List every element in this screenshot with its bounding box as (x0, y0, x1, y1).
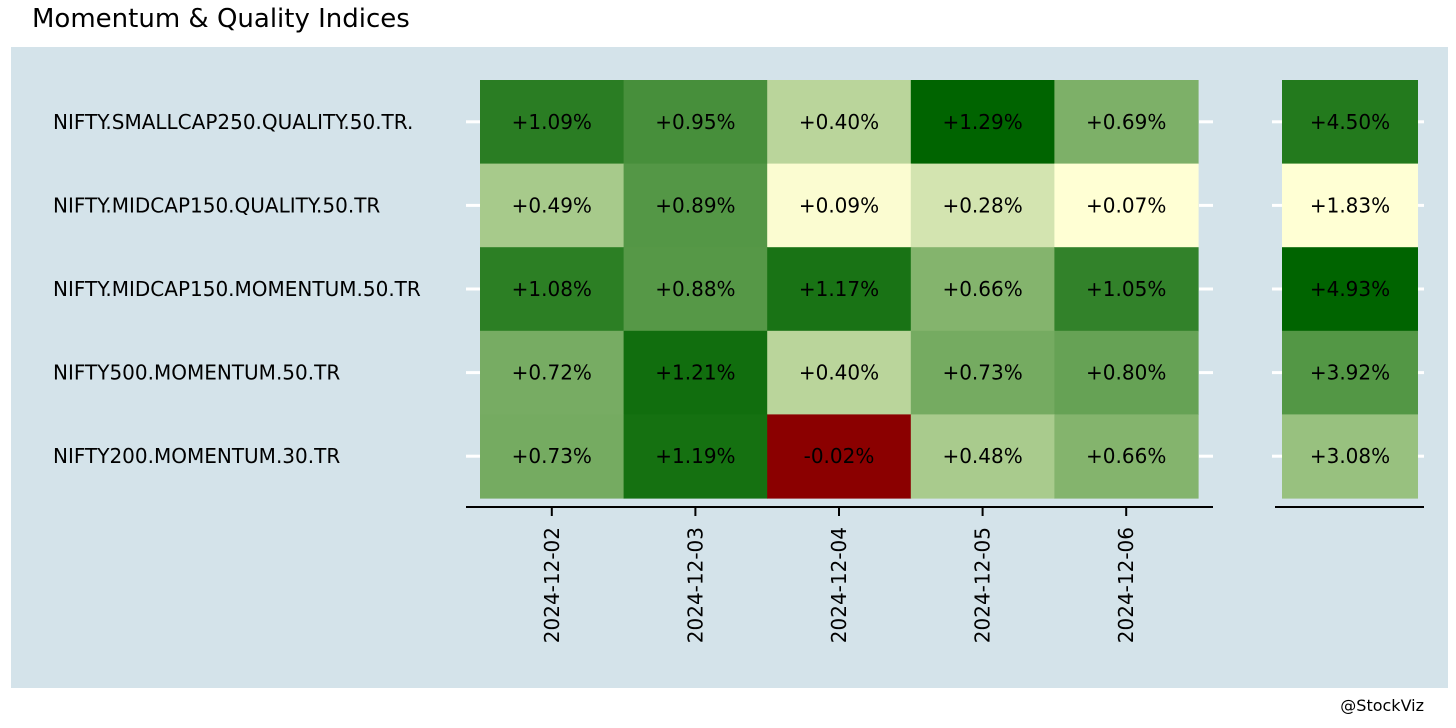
cell-label: +0.66% (1086, 444, 1166, 468)
heatmap-cell (1054, 414, 1199, 499)
x-tick-label: 2024-12-02 (540, 527, 564, 643)
cell-label: +1.05% (1086, 277, 1166, 301)
total-label: +1.83% (1310, 193, 1390, 217)
total-label: +4.93% (1310, 277, 1390, 301)
total-label: +3.92% (1310, 361, 1390, 385)
cell-label: +1.09% (512, 110, 592, 134)
cell-label: +1.08% (512, 277, 592, 301)
heatmap-cell (1054, 247, 1199, 332)
cell-label: +0.95% (655, 110, 735, 134)
credit-label: @StockViz (1340, 696, 1424, 715)
heatmap-cell (480, 330, 625, 415)
cell-label: +0.89% (655, 193, 735, 217)
heatmap-cell (623, 330, 768, 415)
cell-label: +0.73% (942, 361, 1022, 385)
total-cell (1282, 80, 1418, 165)
heatmap-cell (623, 247, 768, 332)
cell-label: +1.19% (655, 444, 735, 468)
heatmap-cell (767, 163, 912, 248)
cell-label: +1.29% (942, 110, 1022, 134)
x-tick-label: 2024-12-04 (827, 527, 851, 643)
cell-label: +1.21% (655, 361, 735, 385)
cell-label: +0.80% (1086, 361, 1166, 385)
heatmap-cell (1054, 80, 1199, 165)
cell-label: +0.09% (799, 193, 879, 217)
heatmap-cell (910, 80, 1055, 165)
cell-label: +0.88% (655, 277, 735, 301)
heatmap-cell (623, 414, 768, 499)
x-tick-label: 2024-12-05 (971, 527, 995, 643)
heatmap-cell (480, 414, 625, 499)
heatmap-cell (767, 330, 912, 415)
cell-label: -0.02% (804, 444, 875, 468)
heatmap-cell (480, 163, 625, 248)
cell-label: +0.28% (942, 193, 1022, 217)
chart-title: Momentum & Quality Indices (32, 4, 410, 34)
heatmap-cell (910, 247, 1055, 332)
total-label: +3.08% (1310, 444, 1390, 468)
heatmap-cell (910, 414, 1055, 499)
heatmap-cell (480, 247, 625, 332)
heatmap-cell (767, 247, 912, 332)
heatmap-cell (1054, 330, 1199, 415)
x-tick-label: 2024-12-06 (1114, 527, 1138, 643)
cell-label: +0.40% (799, 110, 879, 134)
heatmap-cell (910, 163, 1055, 248)
cell-label: +0.48% (942, 444, 1022, 468)
x-tick-label: 2024-12-03 (683, 527, 707, 643)
heatmap-cell (623, 163, 768, 248)
cell-label: +0.73% (512, 444, 592, 468)
heatmap-cell (767, 414, 912, 499)
heatmap-cell (767, 80, 912, 165)
cell-label: +0.72% (512, 361, 592, 385)
total-label: +4.50% (1310, 110, 1390, 134)
heatmap-cell (623, 80, 768, 165)
cell-label: +0.66% (942, 277, 1022, 301)
heatmap-cell (480, 80, 625, 165)
row-label: NIFTY.SMALLCAP250.QUALITY.50.TR. (53, 110, 413, 134)
total-cell (1282, 330, 1418, 415)
row-label: NIFTY.MIDCAP150.MOMENTUM.50.TR (53, 277, 421, 301)
cell-label: +0.49% (512, 193, 592, 217)
cell-label: +1.17% (799, 277, 879, 301)
heatmap-cell (1054, 163, 1199, 248)
row-label: NIFTY500.MOMENTUM.50.TR (53, 361, 340, 385)
total-cell (1282, 414, 1418, 499)
cell-label: +0.07% (1086, 193, 1166, 217)
total-cell (1282, 163, 1418, 248)
cell-label: +0.40% (799, 361, 879, 385)
heatmap-cell (910, 330, 1055, 415)
row-label: NIFTY.MIDCAP150.QUALITY.50.TR (53, 193, 380, 217)
total-cell (1282, 247, 1418, 332)
cell-label: +0.69% (1086, 110, 1166, 134)
row-label: NIFTY200.MOMENTUM.30.TR (53, 444, 340, 468)
